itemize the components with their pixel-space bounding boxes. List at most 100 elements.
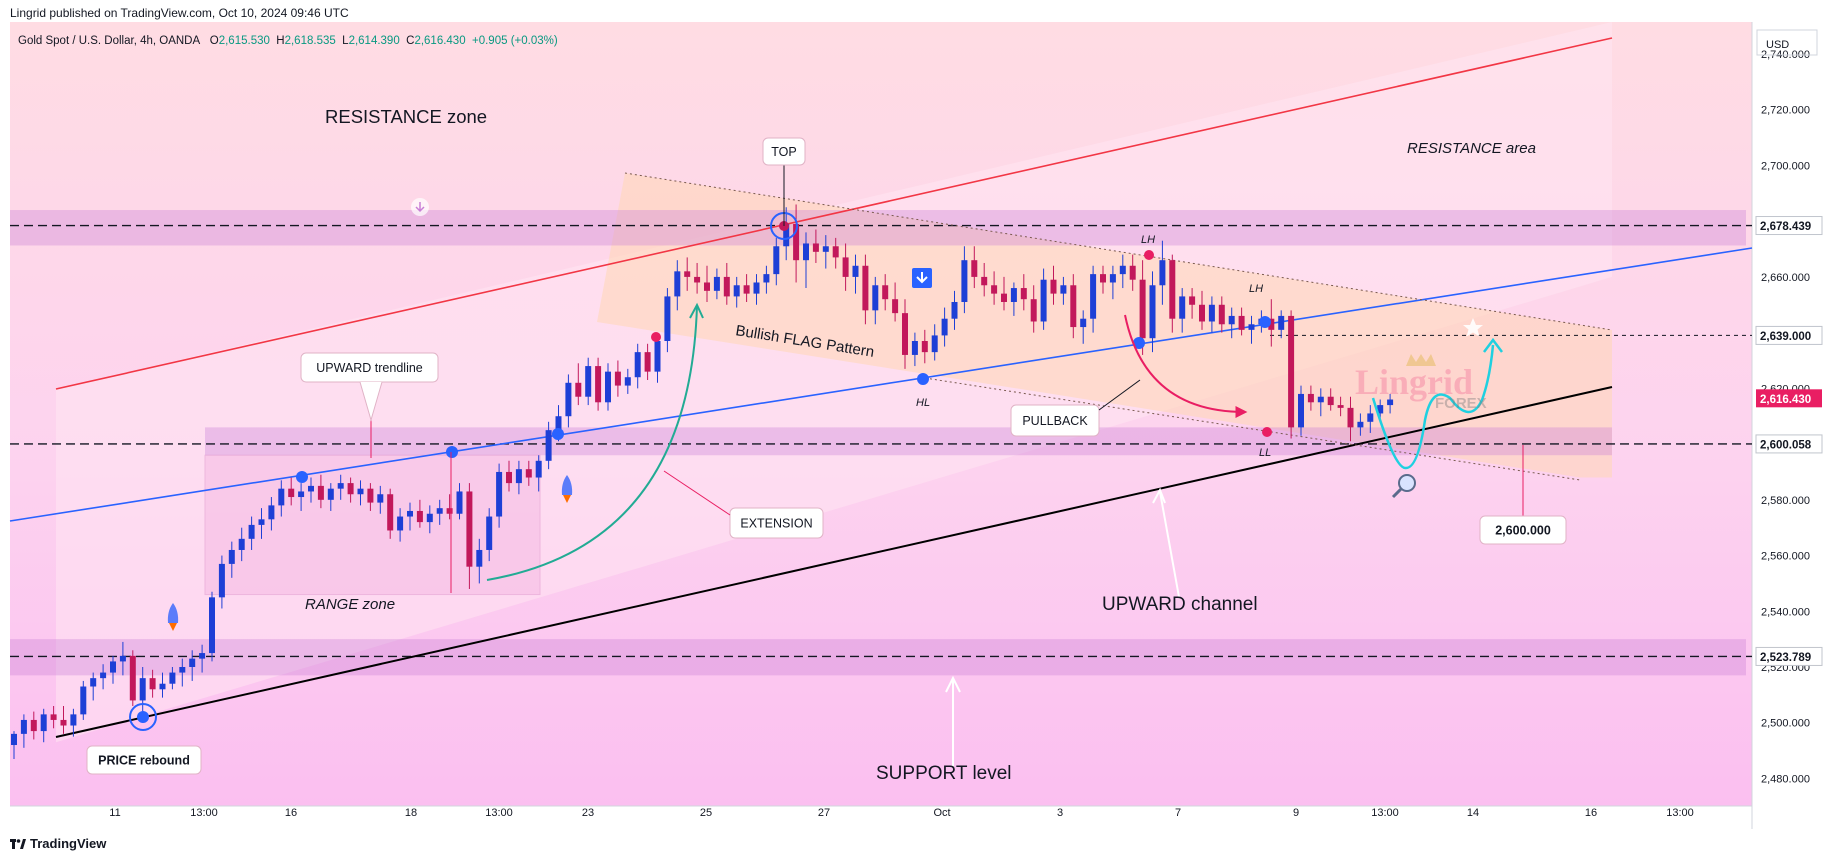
candle-body	[941, 318, 948, 336]
magnifier-icon	[1398, 474, 1416, 492]
candle-body	[238, 538, 245, 550]
candle-body	[169, 672, 176, 684]
candle-body	[1387, 399, 1394, 406]
x-tick-label: 13:00	[1371, 807, 1399, 819]
candle-body	[981, 276, 988, 286]
trendline-point	[917, 373, 929, 385]
candle-body	[327, 488, 334, 500]
lh-label-2: LH	[1249, 283, 1263, 295]
support-level-label: SUPPORT level	[876, 763, 1012, 784]
time-axis-background	[10, 806, 1752, 829]
candle-body	[317, 485, 324, 500]
candle-body	[20, 719, 27, 734]
pullback-callout	[1098, 379, 1141, 411]
candle-body	[377, 494, 384, 503]
candle-body	[812, 243, 819, 252]
candle-body	[723, 276, 730, 297]
x-tick-label: 3	[1057, 807, 1063, 819]
candle-body	[1109, 274, 1116, 283]
y-tick-label: 2,720.000	[1761, 105, 1810, 117]
candle-body	[119, 655, 126, 662]
candle-body	[367, 488, 374, 503]
candle-body	[1010, 288, 1017, 302]
candle-body	[911, 340, 918, 355]
candle-body	[664, 296, 671, 341]
candle-body	[931, 335, 938, 353]
candle-body	[1139, 279, 1146, 339]
candle-body	[397, 516, 404, 531]
upward-trendline-label: UPWARD trendline	[316, 361, 423, 375]
candle-body	[902, 313, 908, 355]
price-label: 2,523.789	[1760, 652, 1811, 664]
resistance-trendline	[55, 37, 1613, 390]
high-value: 2,618.535	[284, 35, 336, 47]
candle-body	[822, 246, 829, 252]
x-tick-label: 18	[405, 807, 417, 819]
candle-body	[218, 563, 225, 598]
support-arrow	[945, 675, 961, 767]
x-tick-label: 16	[285, 807, 297, 819]
candle-body	[1050, 279, 1057, 294]
candle-body	[1307, 393, 1314, 403]
pullback-label-box	[1010, 404, 1100, 437]
ll-label: LL	[1259, 447, 1271, 459]
candle-body	[535, 460, 542, 478]
pullback-label: PULLBACK	[1022, 414, 1088, 428]
drawing-lines	[9, 37, 1753, 738]
tradingview-footer[interactable]: TradingView	[10, 836, 106, 851]
candle-body	[1060, 285, 1067, 294]
candle-body	[1327, 396, 1334, 406]
y-tick-label: 2,540.000	[1761, 606, 1810, 618]
flag-fill	[597, 173, 1612, 478]
trendline-callout-tail	[359, 381, 383, 422]
price-label-box	[1755, 325, 1823, 345]
channel-arrow	[1152, 487, 1180, 598]
candle-body	[1218, 304, 1225, 325]
candle-body	[773, 246, 780, 275]
candle-body	[951, 301, 958, 319]
candle-body	[506, 471, 512, 484]
y-tick-label: 2,500.000	[1761, 718, 1810, 730]
candle-body	[872, 285, 879, 311]
candle-body	[60, 719, 67, 726]
candle-body	[634, 352, 641, 378]
axes: 2,480.0002,500.0002,520.0002,540.0002,56…	[109, 29, 1823, 819]
candle-body	[70, 714, 77, 726]
candle-body	[1159, 260, 1166, 286]
extension-label-box	[729, 507, 824, 539]
candle-body	[1100, 274, 1106, 283]
mid-box	[205, 427, 1612, 456]
candle-body	[971, 260, 978, 277]
lh-label-1: LH	[1141, 234, 1155, 246]
high-label: H	[276, 35, 285, 47]
candle-body	[288, 488, 295, 498]
candle-body	[892, 299, 899, 314]
y-tick-label: 2,700.000	[1761, 160, 1810, 172]
watermark-main: Lingrid	[1355, 362, 1473, 402]
x-tick-label: 27	[818, 807, 830, 819]
flag-upper-line	[624, 172, 1613, 331]
candle-body	[456, 491, 463, 514]
symbol-name: Gold Spot / U.S. Dollar, 4h, OANDA	[18, 35, 201, 47]
symbol-legend: Gold Spot / U.S. Dollar, 4h, OANDA O2,61…	[18, 35, 558, 47]
flag-lower-line	[924, 377, 1581, 481]
candle-body	[882, 285, 889, 300]
candle-body	[466, 491, 473, 567]
candle-body	[268, 505, 275, 520]
candle-body	[644, 352, 651, 372]
candle-body	[357, 488, 364, 495]
candle-body	[1030, 299, 1037, 322]
down-arrow-glyph	[916, 272, 928, 284]
candle-body	[624, 377, 631, 386]
upward-channel-label: UPWARD channel	[1102, 594, 1258, 615]
currency-box	[1756, 29, 1818, 56]
candle-body	[793, 223, 800, 261]
candle-body	[308, 485, 314, 492]
pink-point	[1144, 250, 1154, 260]
candle-body	[961, 260, 968, 302]
channel-support-line	[55, 386, 1613, 738]
candle-body	[416, 510, 423, 523]
candle-body	[1238, 315, 1245, 330]
